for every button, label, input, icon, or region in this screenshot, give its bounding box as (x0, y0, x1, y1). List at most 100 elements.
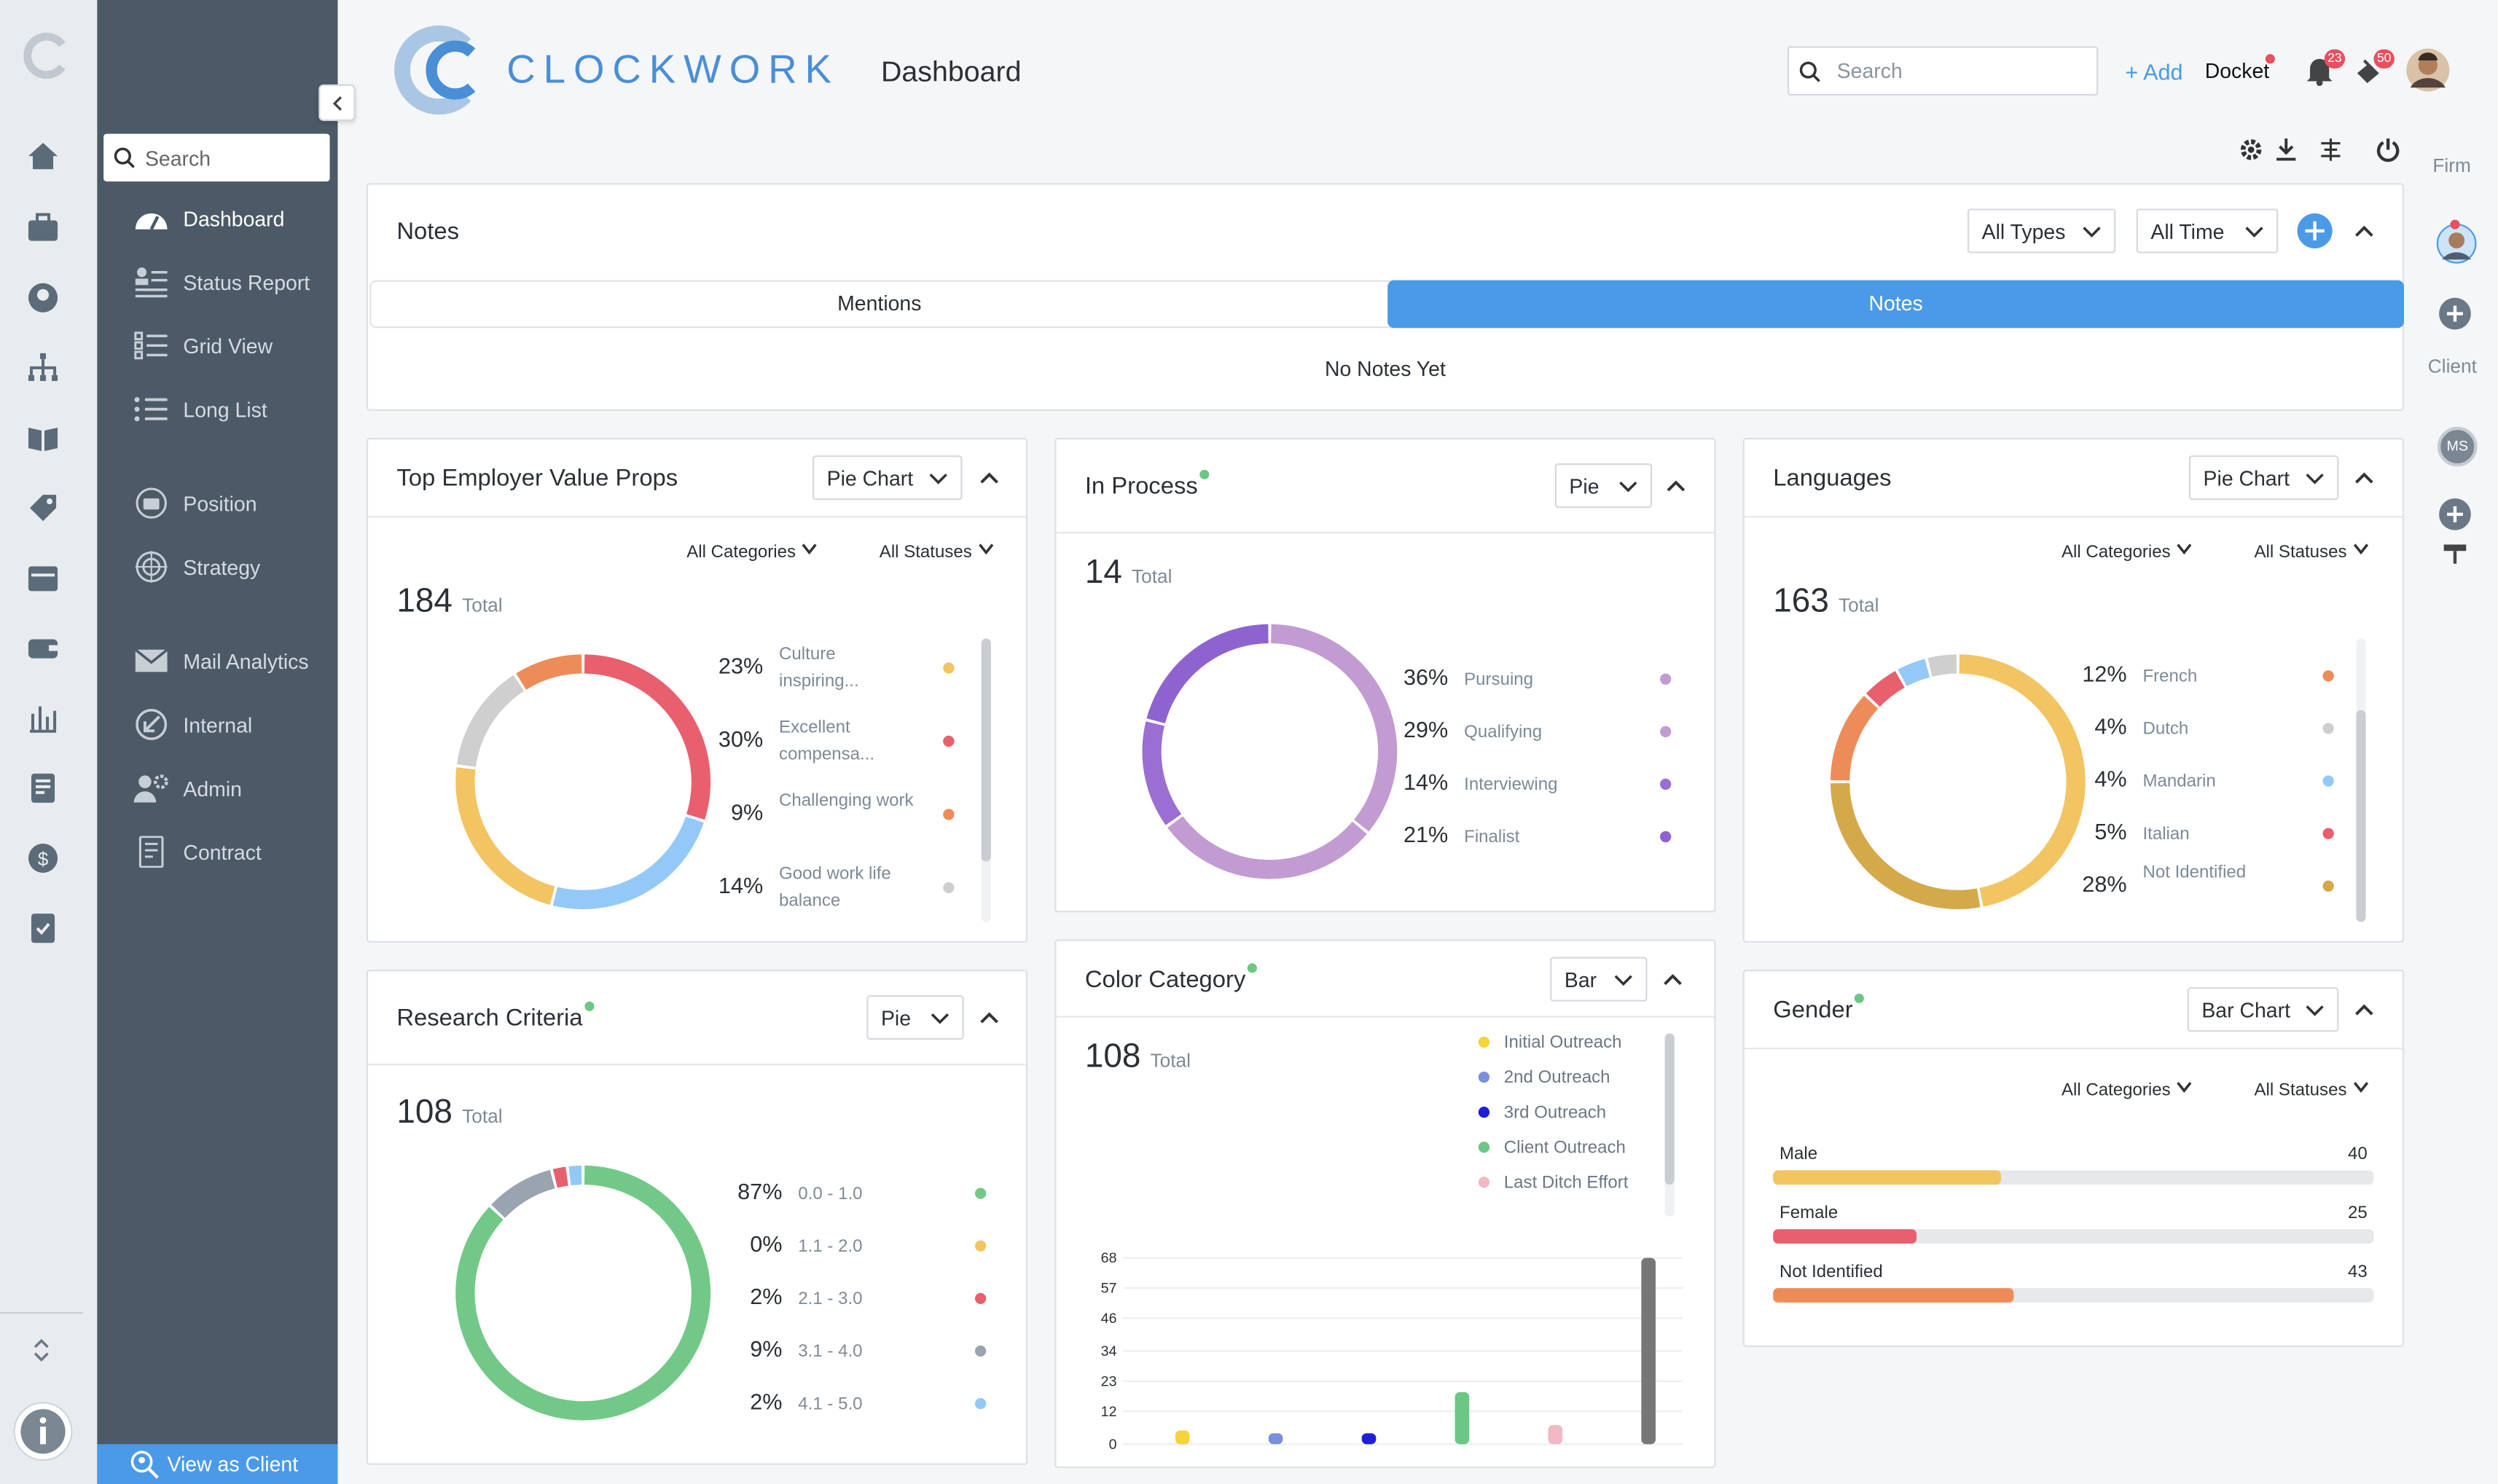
sidebar-item-mail-analytics[interactable]: Mail Analytics (132, 642, 309, 680)
donut-slice-unlabeled[interactable] (1959, 654, 2086, 907)
gender-bar-fill[interactable] (1773, 1288, 2013, 1303)
header-search-input[interactable]: Search (1787, 46, 2099, 96)
donut-slice-unlabeled[interactable] (552, 816, 704, 909)
calendar-icon[interactable] (26, 560, 60, 595)
donut-slice-challenging-work[interactable] (516, 654, 582, 690)
add-note-icon[interactable] (2295, 212, 2333, 250)
chevron-up-icon[interactable] (978, 1006, 1001, 1029)
donut-slice-culture-inspiring[interactable] (455, 767, 555, 905)
pin-icon[interactable] (2442, 543, 2467, 565)
chart-type-select[interactable]: Pie (1554, 463, 1653, 509)
chart-type-select[interactable]: Bar Chart (2187, 987, 2339, 1032)
scrollbar-thumb[interactable] (2356, 710, 2366, 922)
chevron-up-icon[interactable] (1665, 474, 1688, 497)
collapse-sidebar-button[interactable] (318, 84, 356, 122)
user-circle-icon[interactable] (26, 280, 60, 315)
categories-filter[interactable]: All Categories (2062, 1081, 2193, 1100)
donut-slice-mandarin[interactable] (1898, 659, 1930, 687)
sidebar-item-long-list[interactable]: Long List (132, 390, 267, 428)
gear-icon[interactable] (2239, 137, 2264, 162)
chevron-up-icon[interactable] (978, 466, 1001, 489)
add-button[interactable]: + Add (2125, 58, 2183, 85)
clockwork-small-logo-icon[interactable] (23, 32, 71, 80)
report-icon[interactable] (26, 771, 60, 806)
donut-slice-good-work-life-balance[interactable] (456, 675, 525, 768)
document-check-icon[interactable] (26, 911, 60, 946)
categories-filter[interactable]: All Categories (686, 543, 818, 562)
donut-slice-excellent-compensa[interactable] (584, 654, 711, 820)
info-icon[interactable] (12, 1401, 73, 1461)
expand-collapse-icon[interactable] (32, 1338, 51, 1363)
chart-type-select[interactable]: Pie Chart (812, 455, 963, 500)
book-icon[interactable] (26, 420, 60, 455)
chart-type-select[interactable]: Pie (866, 995, 964, 1040)
bar[interactable] (1361, 1433, 1377, 1445)
bar[interactable] (1641, 1257, 1656, 1445)
statuses-filter[interactable]: All Statuses (2255, 543, 2370, 562)
donut-slice-dutch[interactable] (1927, 654, 1957, 677)
donut-slice-2-1-3-0[interactable] (552, 1166, 568, 1188)
tab-notes[interactable]: Notes (1387, 280, 2405, 329)
categories-filter[interactable]: All Categories (2062, 543, 2193, 562)
legend-scrollbar[interactable] (981, 638, 991, 922)
notes-type-select[interactable]: All Types (1967, 208, 2116, 254)
chevron-up-icon[interactable] (2353, 466, 2376, 489)
donut-slice-not-identified[interactable] (1830, 782, 1981, 909)
sidebar-item-admin[interactable]: Admin (132, 769, 242, 807)
bar[interactable] (1548, 1425, 1563, 1445)
donut-slice-pursuing[interactable] (1271, 624, 1398, 832)
firm-avatar[interactable] (2436, 223, 2478, 264)
notes-time-select[interactable]: All Time (2136, 208, 2279, 254)
download-icon[interactable] (2275, 137, 2298, 162)
donut-slice-3-1-4-0[interactable] (491, 1169, 555, 1218)
sidebar-item-dashboard[interactable]: Dashboard (132, 199, 284, 237)
add-firm-icon[interactable] (2438, 297, 2472, 331)
bar[interactable] (1175, 1430, 1190, 1445)
scrollbar-thumb[interactable] (1664, 1033, 1675, 1185)
donut-slice-interviewing[interactable] (1142, 721, 1182, 825)
sidebar-item-strategy[interactable]: Strategy (132, 548, 260, 586)
docket-button[interactable]: Docket (2204, 58, 2270, 83)
sidebar-item-status-report[interactable]: Status Report (132, 263, 310, 301)
clockwork-logo-icon[interactable] (392, 23, 485, 118)
donut-slice-italian[interactable] (1865, 670, 1905, 707)
bar-chart-icon[interactable] (26, 701, 60, 736)
chevron-up-icon[interactable] (2353, 220, 2376, 243)
client-initials-avatar[interactable]: MS (2437, 426, 2478, 467)
donut-slice-finalist[interactable] (1146, 624, 1269, 724)
bar[interactable] (1268, 1433, 1283, 1445)
org-chart-icon[interactable] (26, 350, 60, 385)
donut-slice-qualifying[interactable] (1167, 816, 1367, 879)
sidebar-item-grid-view[interactable]: Grid View (132, 326, 273, 364)
power-icon[interactable] (2376, 137, 2401, 162)
add-client-icon[interactable] (2438, 497, 2472, 532)
statuses-filter[interactable]: All Statuses (880, 543, 995, 562)
billing-icon[interactable]: $ (26, 841, 60, 876)
gender-bar-fill[interactable] (1773, 1170, 2002, 1185)
donut-slice-4-1-5-0[interactable] (568, 1165, 582, 1186)
view-as-client-button[interactable]: View as Client (97, 1444, 338, 1484)
filter-lines-icon[interactable] (2319, 137, 2342, 162)
sidebar-item-contract[interactable]: Contract (132, 833, 262, 871)
sidebar-search[interactable]: Search (103, 133, 330, 182)
home-icon[interactable] (26, 138, 60, 173)
chart-type-select[interactable]: Pie Chart (2188, 455, 2339, 500)
tab-mentions[interactable]: Mentions (837, 291, 922, 315)
legend-scrollbar[interactable] (1664, 1033, 1675, 1217)
scrollbar-thumb[interactable] (981, 638, 991, 862)
user-avatar[interactable] (2405, 48, 2450, 93)
tag-icon[interactable] (26, 490, 60, 525)
briefcase-icon[interactable] (26, 211, 60, 246)
sidebar-item-internal[interactable]: Internal (132, 705, 252, 743)
chevron-up-icon[interactable] (1661, 968, 1684, 991)
bar[interactable] (1454, 1391, 1470, 1445)
wallet-icon[interactable] (26, 631, 60, 666)
chevron-up-icon[interactable] (2353, 998, 2376, 1021)
alert-broom-icon[interactable] (2354, 54, 2387, 86)
gender-bar-fill[interactable] (1773, 1229, 1918, 1244)
legend-scrollbar[interactable] (2356, 638, 2366, 922)
statuses-filter[interactable]: All Statuses (2255, 1081, 2370, 1100)
donut-slice-0-0-1-0[interactable] (455, 1165, 711, 1421)
donut-slice-french[interactable] (1830, 695, 1879, 781)
sidebar-item-position[interactable]: Position (132, 484, 257, 522)
